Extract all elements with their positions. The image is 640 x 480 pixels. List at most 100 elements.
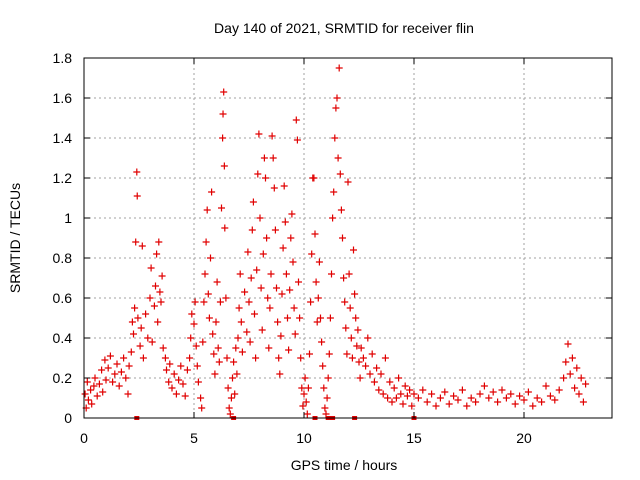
data-point: [301, 374, 309, 382]
data-point: [354, 326, 362, 334]
data-point: [432, 402, 440, 410]
data-point: [81, 390, 89, 398]
data-point: [328, 270, 335, 278]
data-point: [193, 362, 201, 370]
data-point: [223, 354, 231, 362]
data-point: [260, 154, 268, 162]
data-point: [168, 384, 176, 392]
data-point: [289, 258, 297, 266]
data-point: [293, 136, 301, 144]
data-point: [579, 398, 587, 406]
data-point: [154, 318, 162, 326]
data-point: [210, 350, 218, 358]
data-point: [253, 266, 261, 274]
data-point: [275, 354, 283, 362]
x-axis-label: GPS time / hours: [291, 457, 398, 473]
data-point: [313, 318, 321, 326]
data-point: [125, 362, 133, 370]
data-point: [296, 314, 304, 322]
data-point: [146, 294, 154, 302]
data-point: [388, 398, 396, 406]
data-point: [277, 332, 285, 340]
data-point: [406, 386, 414, 394]
data-point: [198, 404, 206, 412]
y-tick-label: 1.2: [53, 170, 73, 186]
data-point: [197, 394, 205, 402]
data-point: [582, 380, 590, 388]
y-axis-label: SRMTID / TECUs: [7, 183, 23, 293]
data-point: [99, 388, 107, 396]
data-point: [216, 298, 224, 306]
data-point: [102, 376, 110, 384]
data-point: [166, 360, 174, 368]
data-point: [179, 380, 187, 388]
data-point: [386, 378, 394, 386]
data-point: [329, 214, 337, 222]
data-point: [281, 218, 289, 226]
data-point: [150, 302, 158, 310]
data-point: [485, 394, 493, 402]
data-point: [334, 154, 342, 162]
data-point: [267, 270, 275, 278]
data-point: [219, 110, 227, 118]
data-point: [381, 354, 389, 362]
data-point: [134, 314, 142, 322]
data-point: [226, 410, 234, 418]
data-point: [326, 314, 334, 322]
data-point: [177, 362, 185, 370]
data-point: [397, 390, 405, 398]
data-point: [533, 394, 541, 402]
data-point: [458, 386, 466, 394]
x-tick-label: 0: [80, 430, 88, 446]
data-point: [419, 386, 427, 394]
data-point: [269, 154, 277, 162]
data-point: [315, 258, 323, 266]
data-point: [241, 288, 249, 296]
data-point: [159, 344, 167, 352]
data-point: [190, 320, 198, 328]
data-point: [213, 278, 221, 286]
data-point: [399, 400, 407, 408]
y-tick-label: 0: [64, 410, 72, 426]
data-point: [375, 386, 383, 394]
data-point: [192, 342, 200, 350]
data-point: [408, 402, 416, 410]
data-point: [364, 334, 372, 342]
data-point: [268, 132, 276, 140]
data-point: [113, 360, 121, 368]
data-point: [303, 410, 311, 418]
data-point: [319, 362, 327, 370]
data-point: [472, 398, 480, 406]
data-point: [335, 64, 343, 72]
data-point: [136, 342, 144, 350]
data-point: [489, 388, 497, 396]
data-point: [128, 318, 136, 326]
data-point: [251, 310, 258, 318]
data-point: [324, 374, 332, 382]
data-point: [191, 298, 199, 306]
data-point: [257, 284, 265, 292]
data-point: [95, 380, 103, 388]
data-point: [233, 370, 241, 378]
data-point: [336, 170, 344, 178]
data-point: [340, 274, 348, 282]
data-point: [221, 224, 229, 232]
data-point: [224, 384, 232, 392]
data-point: [98, 366, 106, 374]
data-point: [258, 326, 266, 334]
data-point: [246, 338, 254, 346]
data-point: [120, 354, 128, 362]
data-point: [245, 298, 253, 306]
data-point: [219, 134, 227, 142]
y-tick-label: 0.6: [53, 290, 73, 306]
data-point: [410, 390, 418, 398]
data-point: [236, 270, 244, 278]
data-point: [175, 376, 183, 384]
x-tick-label: 20: [516, 430, 532, 446]
data-point: [355, 358, 363, 366]
data-point: [83, 378, 91, 386]
data-point: [122, 374, 130, 382]
data-point: [209, 330, 217, 338]
data-point: [106, 352, 114, 360]
data-point: [165, 378, 173, 386]
